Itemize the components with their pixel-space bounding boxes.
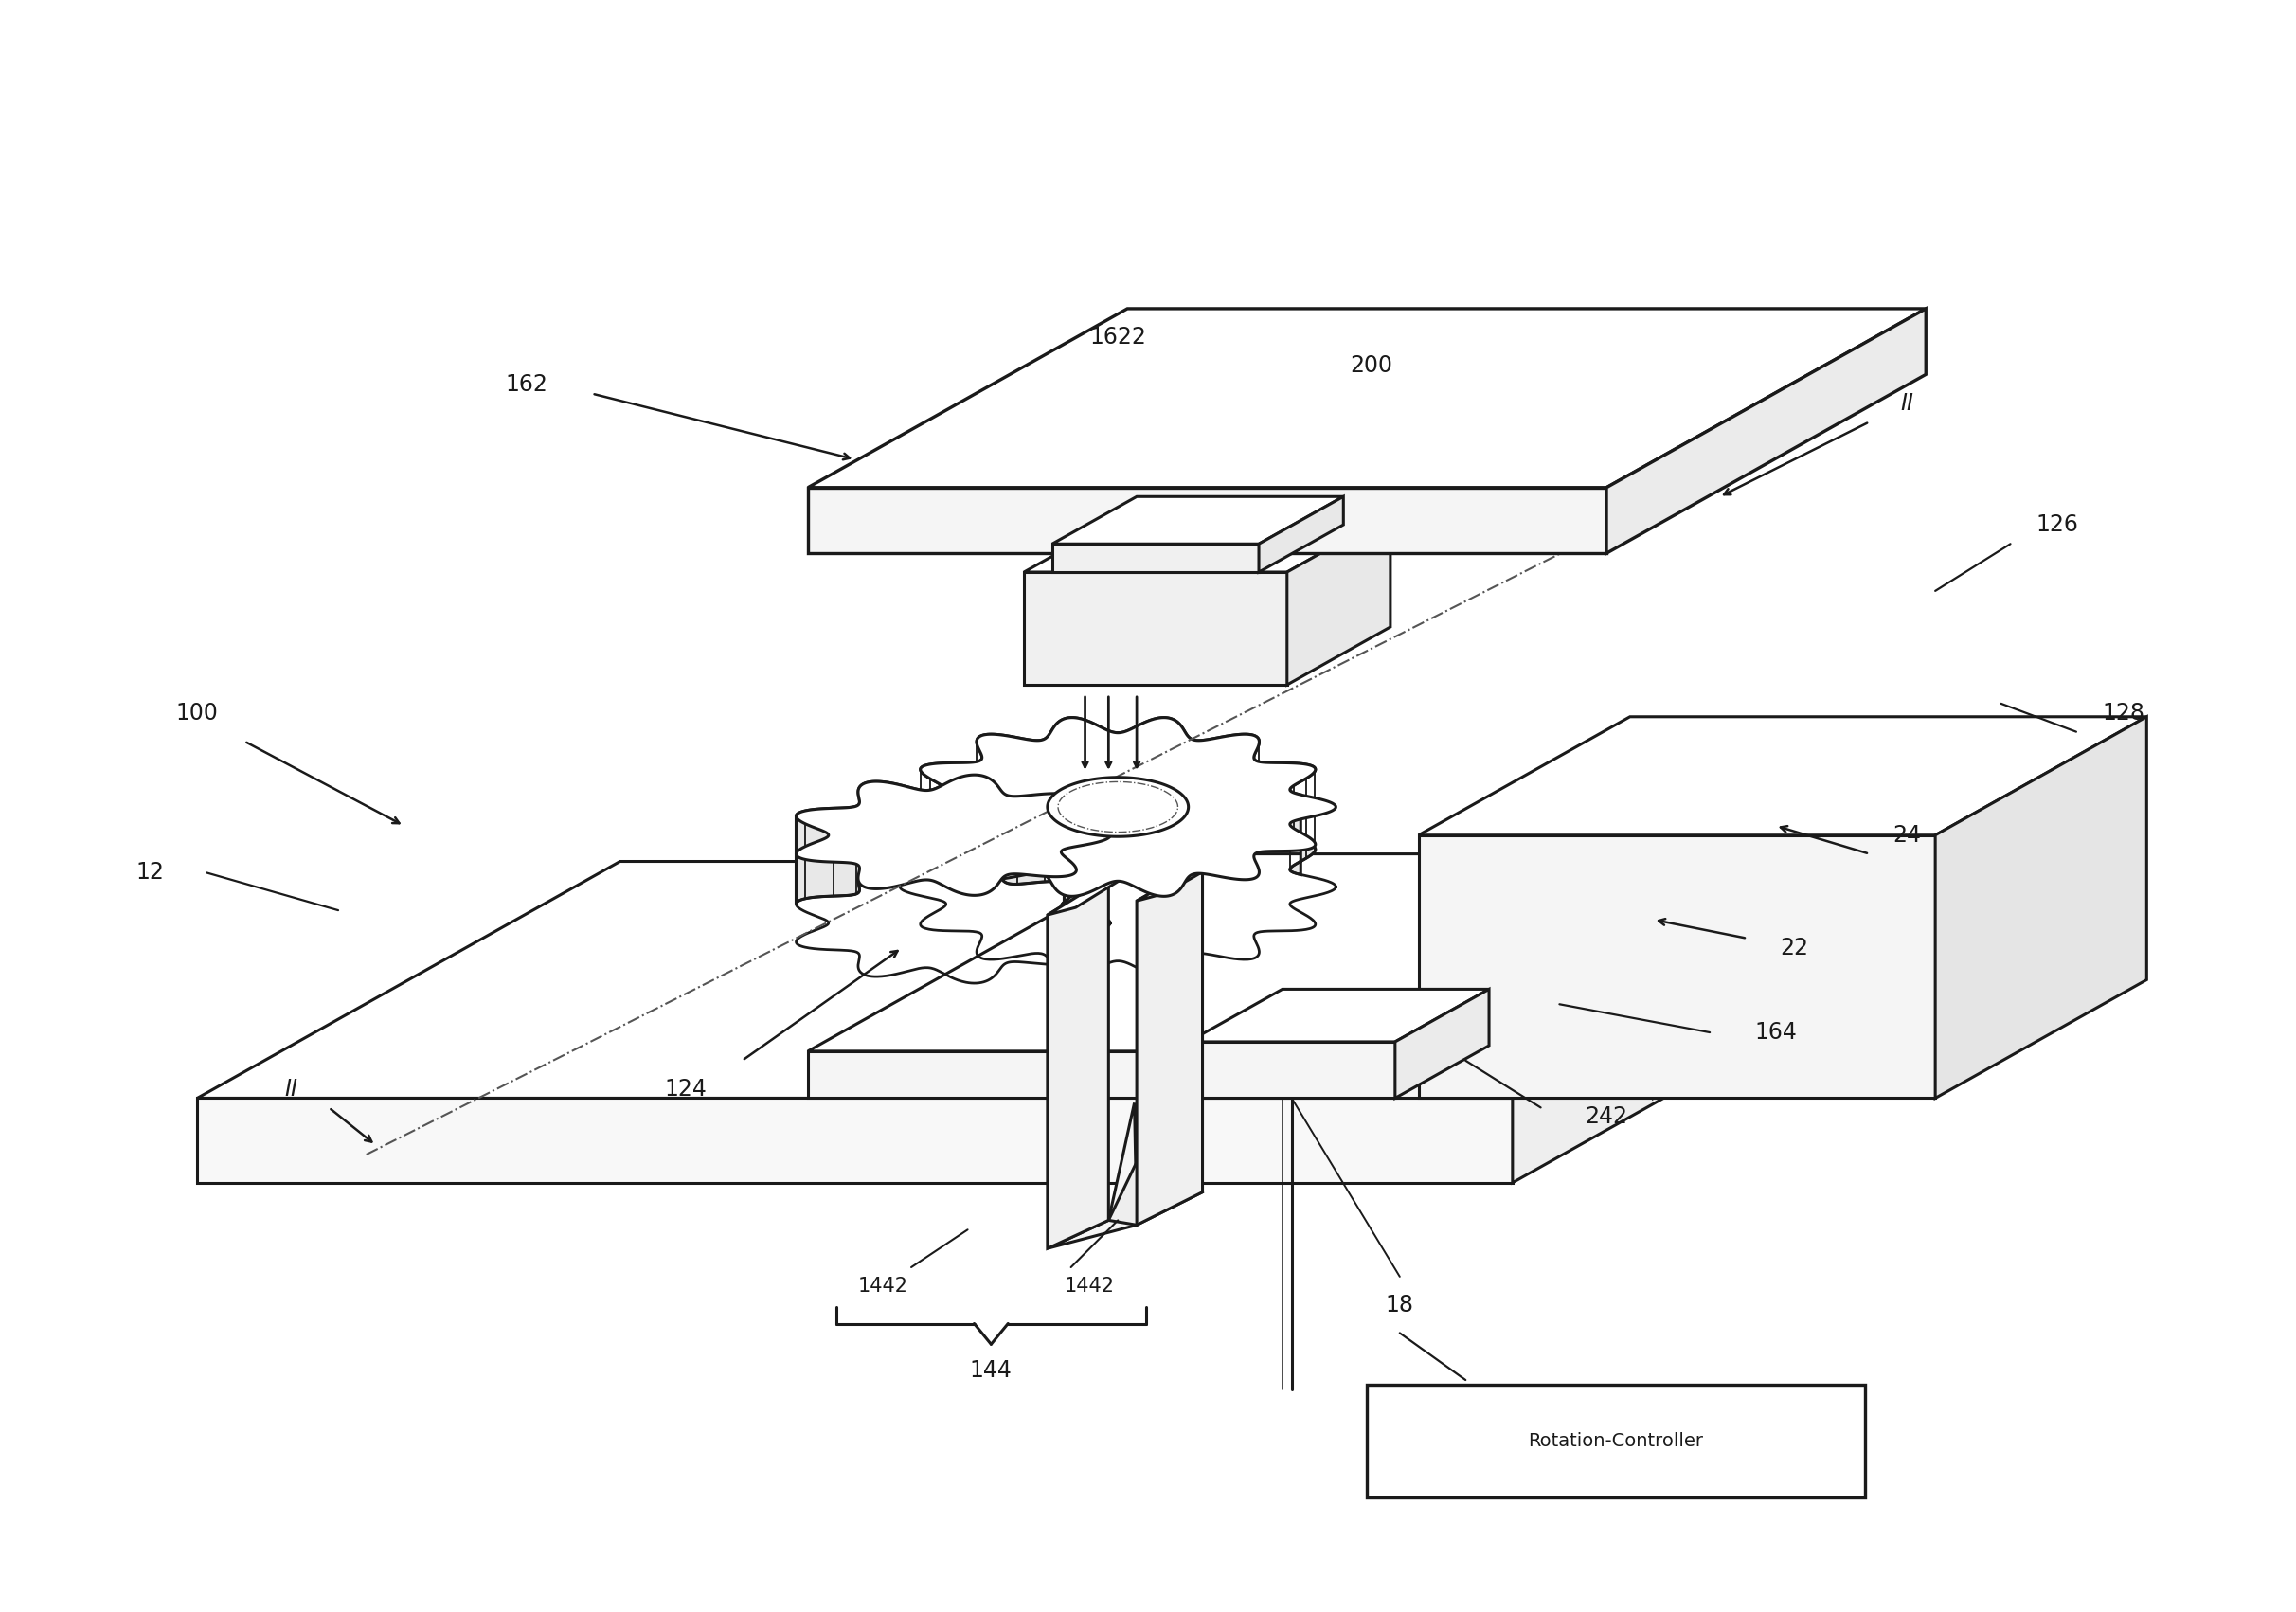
Polygon shape bbox=[1052, 496, 1343, 543]
Polygon shape bbox=[1653, 854, 2007, 1098]
Polygon shape bbox=[1024, 572, 1288, 685]
Polygon shape bbox=[1189, 1041, 1396, 1098]
Polygon shape bbox=[1258, 496, 1343, 572]
Polygon shape bbox=[1109, 1088, 1203, 1225]
Text: 12: 12 bbox=[135, 861, 165, 883]
Text: 126: 126 bbox=[2037, 514, 2078, 537]
Polygon shape bbox=[900, 717, 1336, 896]
Polygon shape bbox=[1936, 717, 2147, 1098]
Text: 164: 164 bbox=[1754, 1020, 1798, 1043]
Polygon shape bbox=[197, 1098, 1513, 1183]
Text: II: II bbox=[285, 1077, 298, 1099]
Polygon shape bbox=[1513, 861, 1936, 1183]
Text: 22: 22 bbox=[1779, 937, 1809, 959]
Polygon shape bbox=[1047, 1103, 1137, 1248]
Text: 100: 100 bbox=[177, 701, 218, 724]
Text: 1442: 1442 bbox=[1065, 1277, 1116, 1296]
FancyBboxPatch shape bbox=[1366, 1385, 1864, 1498]
Text: II: II bbox=[1901, 392, 1915, 414]
Text: 24: 24 bbox=[1892, 824, 1922, 846]
Text: 200: 200 bbox=[1350, 355, 1394, 377]
Polygon shape bbox=[1288, 514, 1391, 685]
Polygon shape bbox=[808, 487, 1607, 553]
Polygon shape bbox=[1024, 514, 1391, 572]
Text: 144: 144 bbox=[969, 1359, 1013, 1381]
Polygon shape bbox=[197, 861, 1936, 1098]
Polygon shape bbox=[1189, 990, 1490, 1041]
Polygon shape bbox=[1047, 777, 1189, 837]
Polygon shape bbox=[808, 854, 2007, 1051]
Polygon shape bbox=[1419, 717, 2147, 835]
Text: Rotation-Controller: Rotation-Controller bbox=[1529, 1431, 1704, 1451]
Text: 124: 124 bbox=[664, 1077, 707, 1099]
Polygon shape bbox=[797, 775, 1077, 909]
Polygon shape bbox=[808, 308, 1926, 487]
Polygon shape bbox=[921, 717, 1316, 875]
Polygon shape bbox=[808, 1051, 1653, 1098]
Polygon shape bbox=[1047, 877, 1109, 1248]
Text: 1622: 1622 bbox=[1091, 326, 1146, 348]
Text: 18: 18 bbox=[1384, 1293, 1414, 1315]
Polygon shape bbox=[1137, 856, 1231, 901]
Polygon shape bbox=[1607, 308, 1926, 553]
Polygon shape bbox=[797, 775, 1111, 895]
Polygon shape bbox=[1047, 870, 1137, 916]
Polygon shape bbox=[1419, 835, 1936, 1098]
Text: 242: 242 bbox=[1584, 1106, 1628, 1128]
Text: 162: 162 bbox=[505, 372, 546, 395]
Polygon shape bbox=[1396, 990, 1490, 1098]
Text: 128: 128 bbox=[2101, 701, 2144, 724]
Text: 1442: 1442 bbox=[859, 1277, 909, 1296]
Polygon shape bbox=[1137, 864, 1203, 1225]
Polygon shape bbox=[1052, 543, 1258, 572]
